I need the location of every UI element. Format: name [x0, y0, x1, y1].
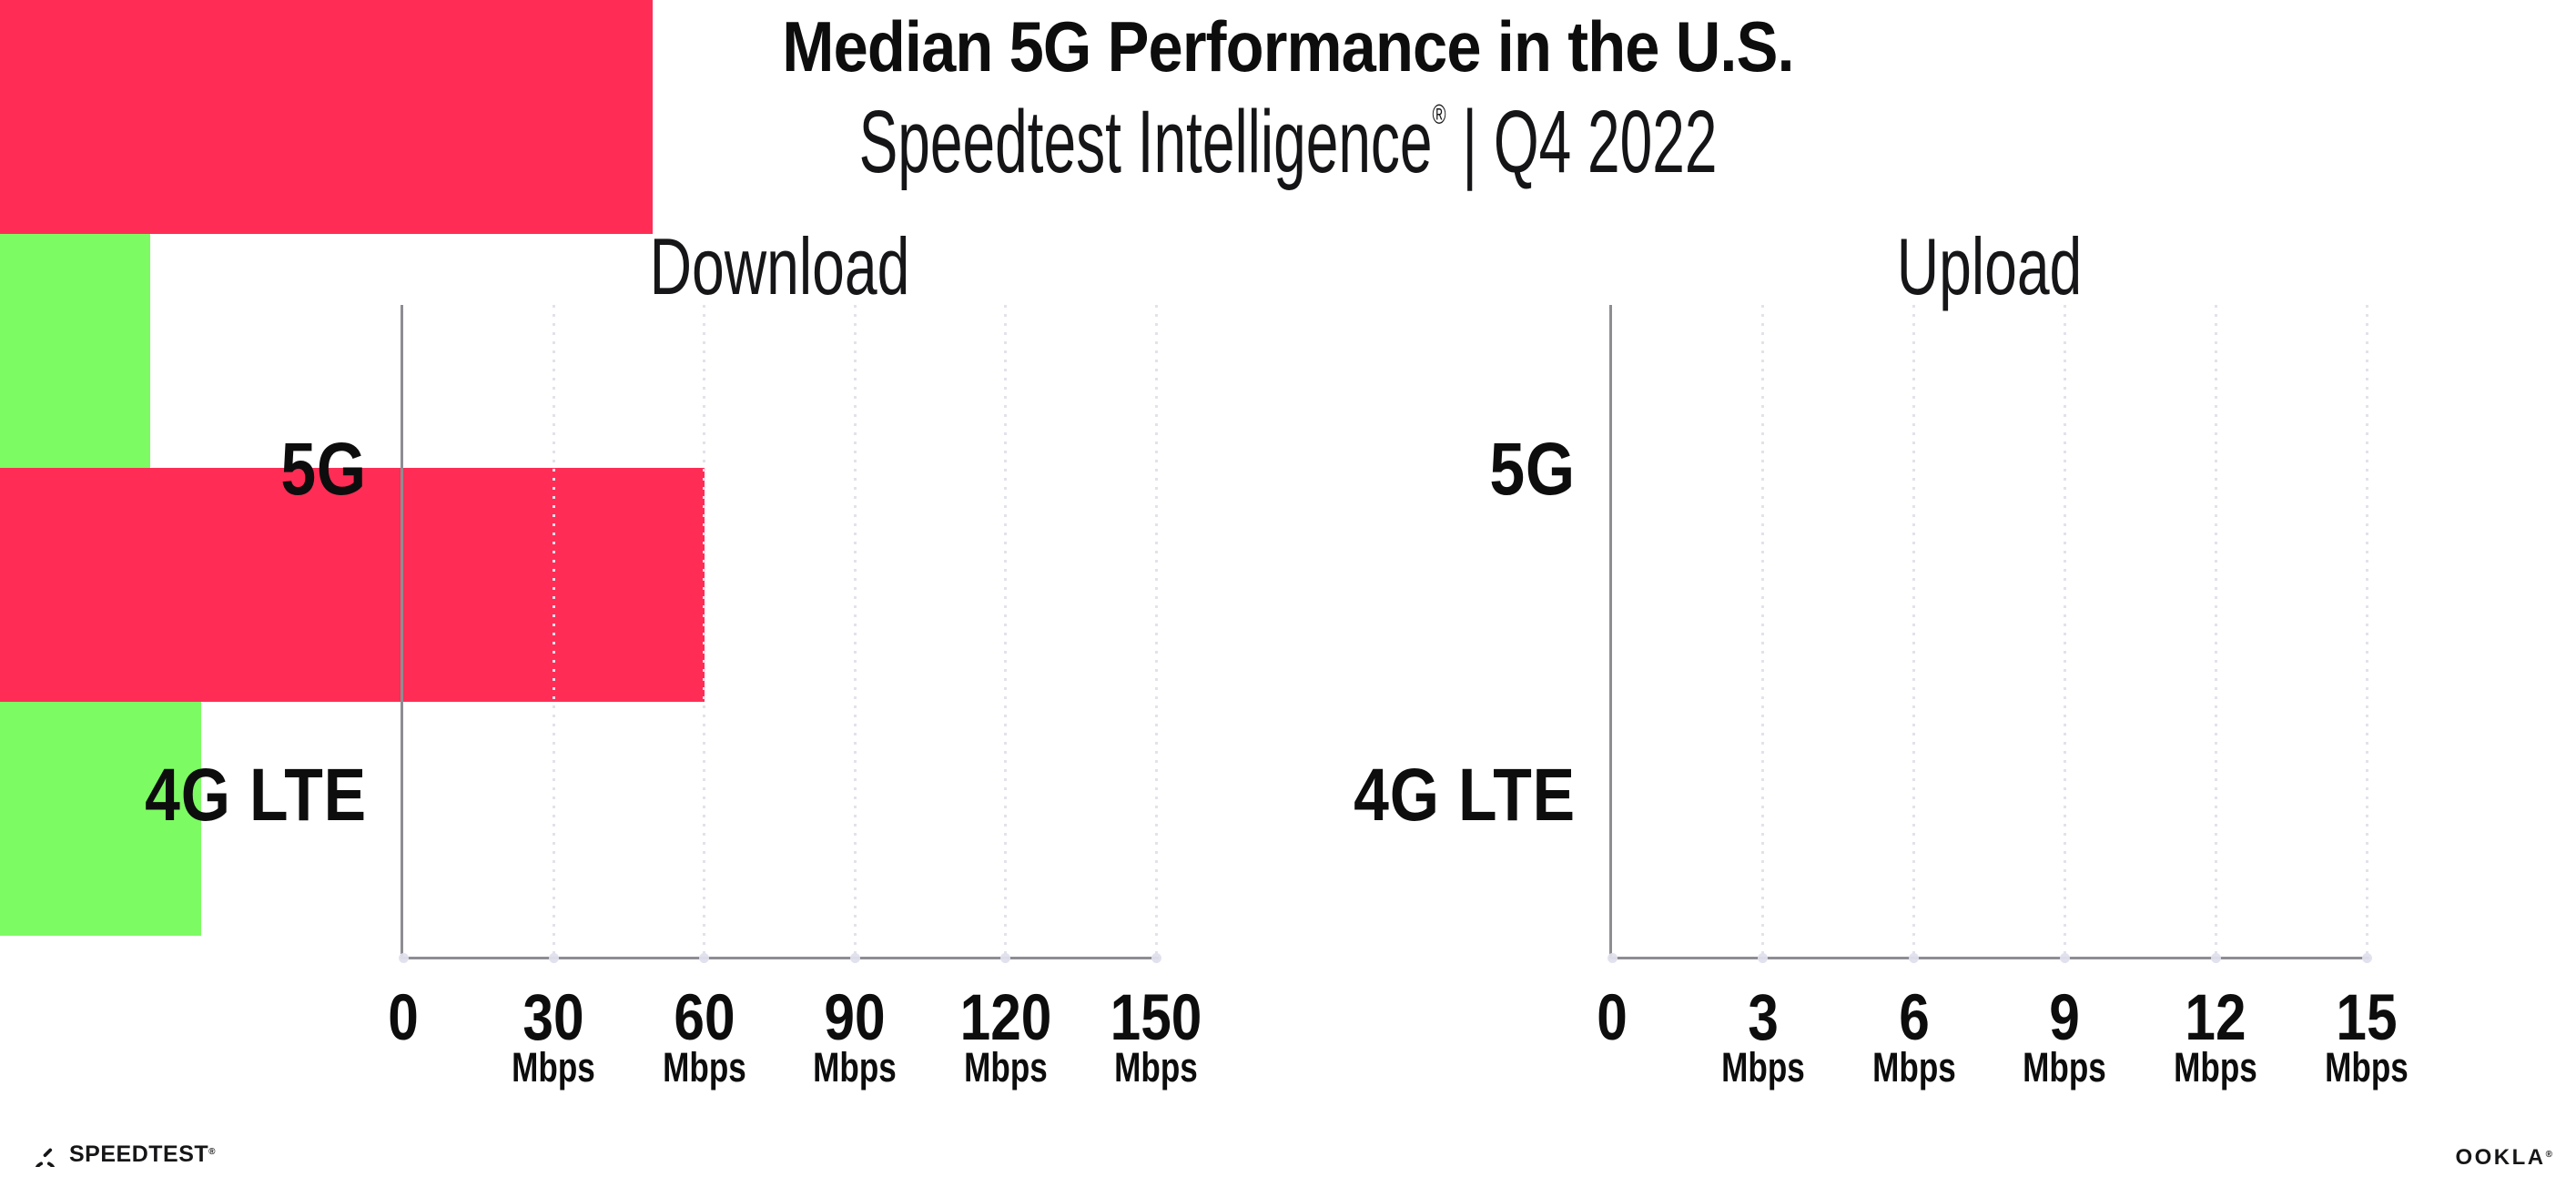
- tick-unit-label-3: Mbps: [1720, 1044, 1805, 1090]
- tick-label-0: 0: [388, 982, 419, 1054]
- tick-label-6: 6: [1898, 982, 1930, 1054]
- axis-tick-dot-0: [398, 952, 409, 963]
- tick-unit-label-90: Mbps: [813, 1044, 898, 1090]
- chart-panel-upload: Upload 5G 4G LTE 0 3 Mbps 6 Mbps 9 Mbps 12 Mbps 15 Mb…: [0, 221, 2576, 1090]
- tick-unit-label-30: Mbps: [512, 1044, 596, 1090]
- gridline-12: [2214, 305, 2217, 967]
- gridline-6: [1912, 305, 1916, 967]
- gridline-9: [2063, 305, 2066, 967]
- tick-label-12: 12: [2185, 982, 2246, 1054]
- tick-label-3: 3: [1748, 982, 1779, 1054]
- gridline-3: [1761, 305, 1765, 967]
- axis-tick-dot-150: [1151, 952, 1161, 963]
- tick-label-150: 150: [1110, 982, 1202, 1054]
- tick-label-15: 15: [2336, 982, 2398, 1054]
- tick-unit-label-6: Mbps: [1871, 1044, 1956, 1090]
- bar-4g-lte-upload: [0, 702, 202, 936]
- axis-tick-dot-12: [2210, 952, 2221, 963]
- category-label-5g: 5G: [280, 427, 367, 511]
- tick-label-120: 120: [959, 982, 1051, 1054]
- axis-tick-dot-15: [2361, 952, 2372, 963]
- registered-mark: ®: [1432, 98, 1446, 130]
- ookla-wordmark: OOKLA: [2455, 1145, 2546, 1170]
- tick-unit-label-9: Mbps: [2023, 1044, 2107, 1090]
- chart-panel-download: Download 5G 4G LTE 0 30 Mbps 60 Mbps 90 Mbps 120 Mb…: [0, 0, 2576, 1090]
- gridline-150: [1154, 305, 1158, 967]
- axis-tick-dot-90: [849, 952, 860, 963]
- tick-label-90: 90: [824, 982, 886, 1054]
- x-axis-baseline: [401, 957, 1159, 959]
- axis-tick-dot-9: [2059, 952, 2070, 963]
- tick-label-0: 0: [1597, 982, 1628, 1054]
- tick-unit-label-120: Mbps: [963, 1044, 1048, 1090]
- speedtest-gauge-icon: [35, 1148, 56, 1167]
- bar-4g-lte-download: [0, 234, 151, 468]
- category-label-4g-lte: 4G LTE: [145, 753, 367, 837]
- chart-subtitle: Speedtest Intelligence® | Q4 2022: [438, 91, 2138, 193]
- bar-5g-download: [0, 0, 653, 234]
- y-axis-spine: [1609, 305, 1612, 958]
- tick-unit-label-150: Mbps: [1114, 1044, 1198, 1090]
- gridline-90: [853, 305, 857, 967]
- tick-label-60: 60: [674, 982, 735, 1054]
- axis-tick-dot-6: [1909, 952, 1920, 963]
- x-axis-baseline: [1609, 957, 2369, 959]
- speedtest-wordmark: SPEEDTEST®: [69, 1141, 216, 1167]
- axis-tick-dot-120: [1000, 952, 1011, 963]
- ookla-registered-mark: ®: [2545, 1150, 2552, 1160]
- speedtest-registered-mark: ®: [208, 1147, 216, 1157]
- axis-tick-dot-30: [548, 952, 559, 963]
- ookla-logo: OOKLA®: [2455, 1145, 2552, 1171]
- tick-unit-label-15: Mbps: [2325, 1044, 2409, 1090]
- axis-tick-dot-0: [1607, 952, 1618, 963]
- y-axis-spine: [401, 305, 403, 958]
- panel-title-download: Download: [649, 221, 910, 311]
- category-label-4g-lte: 4G LTE: [1354, 753, 1576, 837]
- speedtest-logo: SPEEDTEST®: [33, 1141, 216, 1168]
- tick-unit-label-60: Mbps: [662, 1044, 746, 1090]
- tick-unit-label-12: Mbps: [2174, 1044, 2258, 1090]
- panel-title-upload: Upload: [1896, 221, 2083, 311]
- axis-tick-dot-60: [699, 952, 710, 963]
- gridline-60: [703, 305, 706, 967]
- bar-5g-upload: [0, 468, 705, 702]
- subtitle-brand: Speedtest Intelligence: [858, 92, 1433, 191]
- category-label-5g: 5G: [1489, 427, 1576, 511]
- axis-tick-dot-3: [1758, 952, 1769, 963]
- tick-label-30: 30: [522, 982, 584, 1054]
- tick-label-9: 9: [2049, 982, 2081, 1054]
- gridline-15: [2365, 305, 2368, 967]
- subtitle-period: | Q4 2022: [1445, 92, 1718, 191]
- chart-title: Median 5G Performance in the U.S.: [782, 6, 1794, 86]
- gridline-30: [552, 305, 555, 967]
- gridline-120: [1004, 305, 1008, 967]
